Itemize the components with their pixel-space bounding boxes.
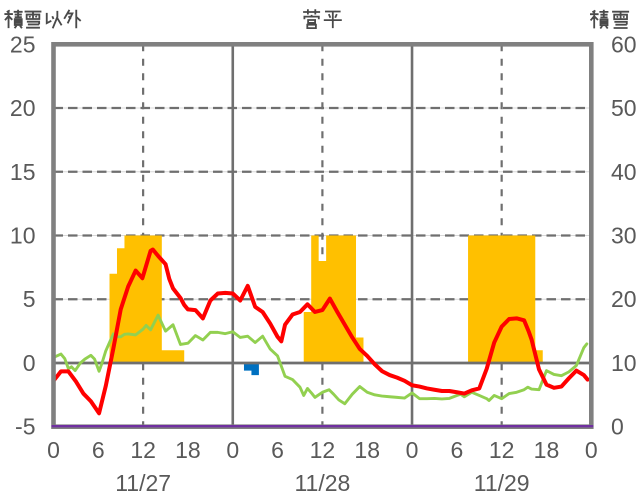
svg-text:11/29: 11/29 xyxy=(474,470,530,496)
svg-text:6: 6 xyxy=(92,437,105,463)
svg-text:11/27: 11/27 xyxy=(115,470,171,496)
svg-text:10: 10 xyxy=(10,223,36,249)
svg-text:12: 12 xyxy=(310,437,336,463)
svg-text:30: 30 xyxy=(611,223,636,249)
svg-text:0: 0 xyxy=(226,437,239,463)
svg-text:6: 6 xyxy=(450,437,463,463)
svg-text:12: 12 xyxy=(489,437,515,463)
svg-text:0: 0 xyxy=(585,437,598,463)
svg-text:0: 0 xyxy=(47,437,60,463)
svg-text:20: 20 xyxy=(10,95,36,121)
svg-text:12: 12 xyxy=(130,437,156,463)
svg-text:0: 0 xyxy=(23,350,36,376)
svg-text:10: 10 xyxy=(611,350,636,376)
svg-text:50: 50 xyxy=(611,95,636,121)
svg-text:20: 20 xyxy=(611,286,636,312)
svg-text:18: 18 xyxy=(354,437,380,463)
svg-text:18: 18 xyxy=(534,437,560,463)
svg-text:25: 25 xyxy=(10,31,36,57)
svg-text:40: 40 xyxy=(611,159,636,185)
svg-text:6: 6 xyxy=(271,437,284,463)
svg-text:0: 0 xyxy=(611,414,624,440)
svg-text:0: 0 xyxy=(406,437,419,463)
svg-text:18: 18 xyxy=(175,437,201,463)
svg-text:11/28: 11/28 xyxy=(294,470,350,496)
svg-text:60: 60 xyxy=(611,31,636,57)
svg-text:15: 15 xyxy=(10,159,36,185)
svg-text:-5: -5 xyxy=(15,414,35,440)
svg-text:5: 5 xyxy=(23,286,36,312)
